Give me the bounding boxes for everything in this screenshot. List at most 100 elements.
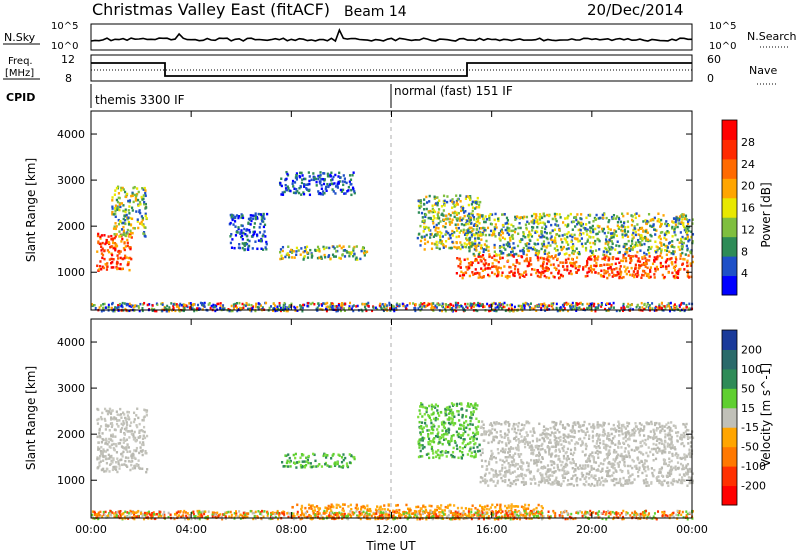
power-cell <box>311 301 314 305</box>
power-cell <box>686 264 689 268</box>
power-cell <box>542 221 545 224</box>
power-cell <box>502 305 505 309</box>
velocity-cell <box>305 460 308 463</box>
power-cell <box>541 264 544 268</box>
power-cell <box>471 209 474 213</box>
velocity-cell <box>663 479 666 483</box>
velocity-cell <box>583 420 586 424</box>
velocity-cell <box>683 433 686 437</box>
power-cell <box>287 253 290 257</box>
power-cell <box>337 304 340 307</box>
power-cell <box>665 231 668 234</box>
power-cell <box>525 273 528 276</box>
power-cell <box>671 261 674 264</box>
power-cell <box>116 254 119 257</box>
power-cell <box>656 268 659 271</box>
power-cell <box>516 268 520 271</box>
velocity-cell <box>445 455 448 458</box>
power-cell <box>121 186 124 190</box>
velocity-cell <box>691 436 695 440</box>
power-cell <box>326 305 329 308</box>
velocity-cell <box>452 421 455 425</box>
power-cell <box>494 212 497 216</box>
velocity-cell <box>437 442 440 445</box>
velocity-cell <box>447 439 450 443</box>
power-cell <box>519 249 522 253</box>
power-cell <box>686 259 689 263</box>
power-cell <box>136 220 139 223</box>
velocity-cell <box>627 476 631 479</box>
power-cell <box>183 306 186 310</box>
velocity-cell <box>445 429 448 433</box>
power-cell <box>640 226 644 230</box>
power-cell <box>303 255 306 258</box>
power-cell <box>657 212 660 215</box>
power-cell <box>498 237 501 240</box>
velocity-cell <box>288 461 291 464</box>
velocity-cell <box>112 458 115 462</box>
power-cell <box>597 272 600 275</box>
power-cell <box>643 254 646 258</box>
power-cell <box>639 227 642 231</box>
power-cell <box>317 190 320 193</box>
velocity-cell <box>474 453 477 456</box>
power-cell <box>639 241 642 244</box>
velocity-cell <box>470 411 473 414</box>
power-cell <box>425 207 428 211</box>
power-cell <box>476 309 479 313</box>
velocity-cell <box>460 423 463 427</box>
power-cell <box>586 261 589 264</box>
power-y-tick-label: 4000 <box>57 128 85 141</box>
power-cell <box>584 249 588 252</box>
power-cell <box>676 276 680 280</box>
velocity-cell <box>130 456 134 460</box>
power-cell <box>577 228 580 232</box>
power-cell <box>535 213 538 216</box>
velocity-cell <box>120 452 123 456</box>
velocity-cell <box>644 481 647 484</box>
power-cell <box>478 221 481 225</box>
velocity-cell <box>284 464 287 468</box>
power-cell <box>497 306 500 310</box>
power-cell <box>436 196 439 199</box>
power-cell <box>604 242 607 245</box>
power-cell <box>608 248 611 251</box>
power-cell <box>509 239 512 242</box>
power-cell <box>129 229 132 233</box>
velocity-cell <box>490 478 493 482</box>
velocity-cell <box>681 464 684 467</box>
power-cell <box>243 244 246 248</box>
velocity-cell <box>663 443 666 446</box>
power-cell <box>444 233 447 236</box>
power-cell <box>484 248 488 252</box>
velocity-cell <box>104 457 108 461</box>
velocity-cell <box>142 419 145 422</box>
velocity-cell <box>599 451 602 454</box>
velocity-cell <box>434 418 437 422</box>
power-cell <box>105 268 109 271</box>
power-cell <box>321 304 324 307</box>
power-cell <box>634 244 637 247</box>
velocity-cell <box>445 406 449 410</box>
power-cell <box>607 220 610 224</box>
power-cell <box>674 256 678 259</box>
power-cell <box>100 234 104 237</box>
power-cell <box>607 302 610 306</box>
power-cell <box>450 221 454 224</box>
power-cell <box>127 220 130 224</box>
power-cell <box>138 200 142 204</box>
velocity-cell <box>562 426 565 429</box>
power-cell <box>557 253 560 256</box>
power-cell <box>569 304 572 308</box>
power-cell <box>608 257 611 260</box>
velocity-cell <box>141 449 144 452</box>
velocity-cell <box>661 424 664 428</box>
velocity-cell <box>597 456 600 459</box>
velocity-cell <box>421 415 424 418</box>
velocity-cell <box>104 428 108 431</box>
velocity-cell <box>597 434 601 438</box>
velocity-cell <box>558 483 561 486</box>
power-cell <box>674 264 678 268</box>
power-cell <box>364 251 368 254</box>
power-cell <box>464 245 468 249</box>
